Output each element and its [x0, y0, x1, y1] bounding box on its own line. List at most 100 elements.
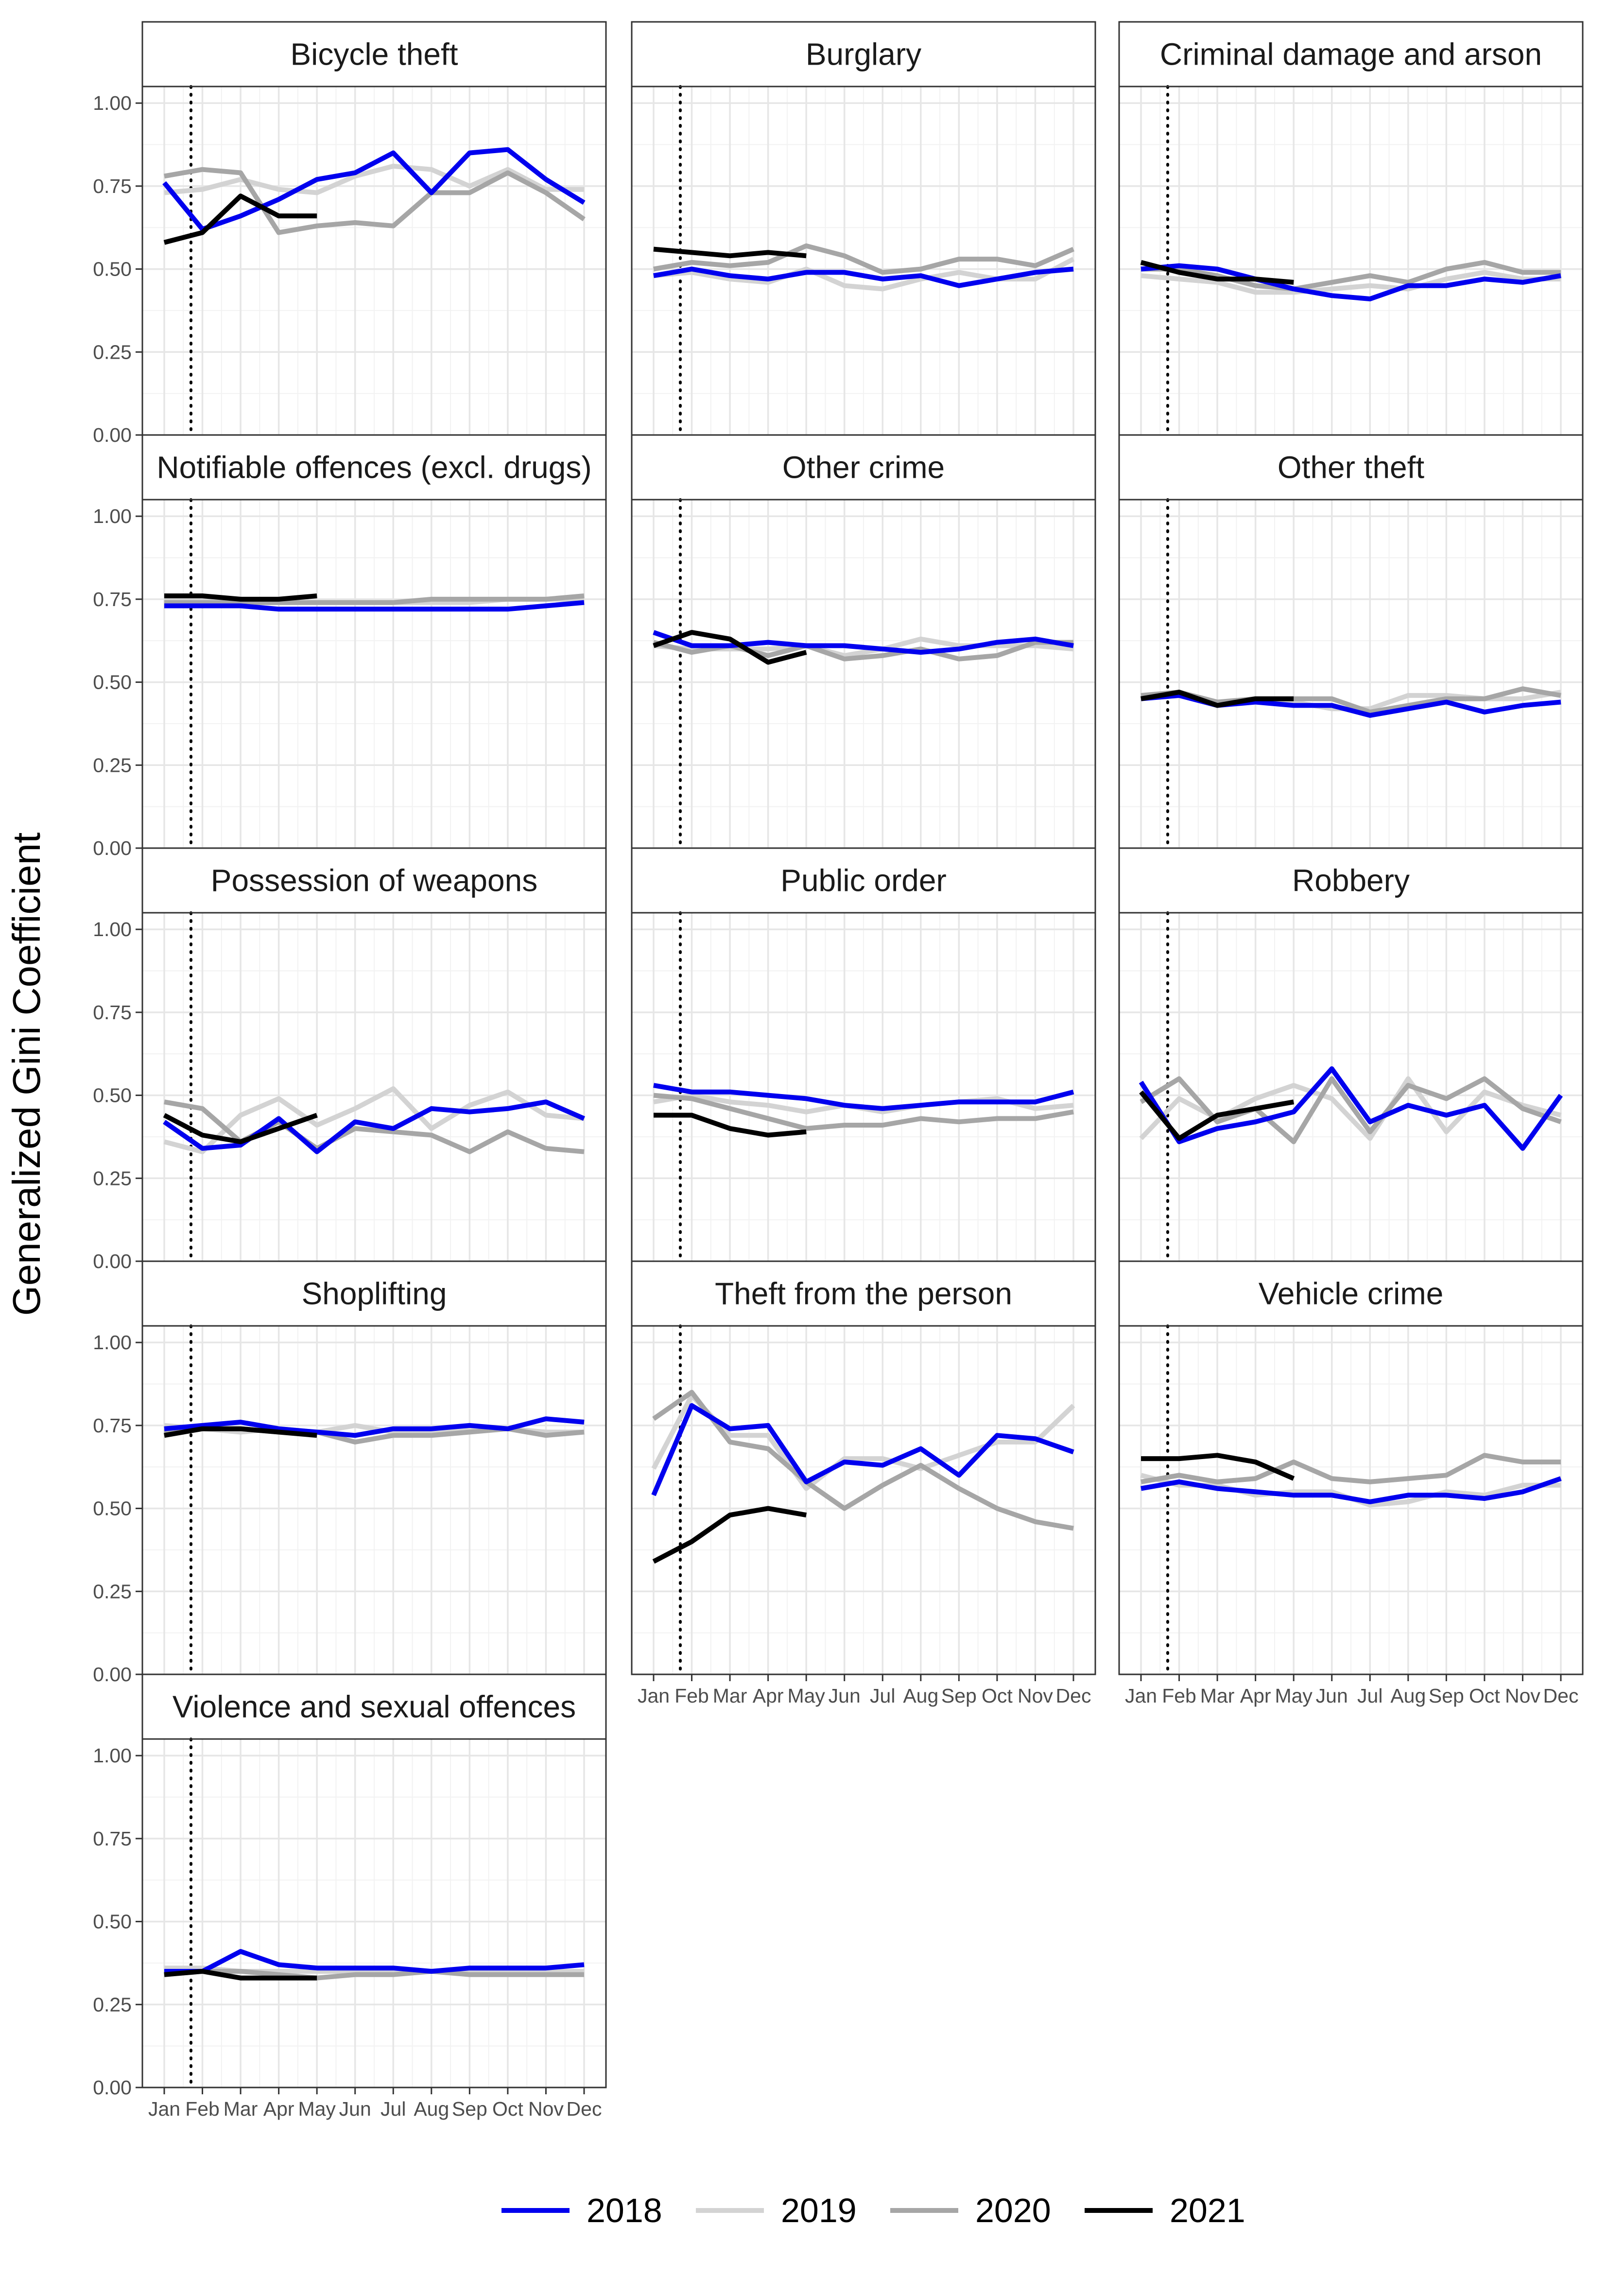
y-tick-label: 0.75: [93, 1414, 132, 1437]
x-tick-label: Jan: [1125, 1685, 1157, 1707]
facet-strip: [631, 1260, 1096, 1327]
legend: 2018 2019 2020 2021: [501, 2192, 1245, 2229]
y-tick-label: 0.00: [93, 1663, 132, 1686]
x-tick-label: Mar: [224, 2098, 258, 2120]
y-tick-label: 0.00: [93, 2076, 132, 2099]
series-line-notifiable-offences-excl-drugs-2021: [164, 593, 317, 602]
x-tick-label: Jul: [870, 1685, 895, 1707]
panel-criminal-damage-and-arson: Criminal damage and arson: [1118, 21, 1584, 436]
y-tick-label: 1.00: [93, 92, 132, 114]
x-tick-label: Nov: [1018, 1685, 1053, 1707]
panel-possession-of-weapons: Possession of weapons 0.00 0.25 0.50 0.75 1.0…: [93, 847, 607, 1272]
panel-border: [631, 1325, 1096, 1675]
y-tick-label: 0.75: [93, 1827, 132, 1850]
x-tick-label: Jul: [1357, 1685, 1382, 1707]
x-tick-label: Dec: [1056, 1685, 1091, 1707]
series-line-criminal-damage-and-arson-2021: [1140, 260, 1294, 285]
facet-strip: [141, 847, 607, 914]
series-line-theft-from-the-person-2021: [652, 1506, 807, 1564]
y-tick-label: 0.50: [93, 1497, 132, 1520]
series-line-public-order-2020: [653, 1093, 1074, 1131]
x-tick-label: Jun: [339, 2098, 371, 2120]
x-tick-label: Aug: [903, 1685, 938, 1707]
x-tick-label: Jan: [638, 1685, 670, 1707]
x-tick-label: Oct: [982, 1685, 1013, 1707]
series-line-bicycle-theft-2021: [163, 193, 317, 245]
facet-strip: [631, 847, 1096, 914]
series-line-possession-of-weapons-2019: [163, 1086, 585, 1154]
facet-title-theft-from-the-person: Theft from the person: [715, 1276, 1012, 1311]
series-line-vehicle-crime-2021: [1141, 1453, 1295, 1481]
x-tick-label: Jan: [148, 2098, 180, 2120]
y-tick-label: 0.00: [93, 424, 132, 446]
y-tick-label: 1.00: [93, 1331, 132, 1354]
series-line-burglary-2021: [653, 246, 807, 259]
y-tick-label: 1.00: [93, 918, 132, 940]
y-tick-label: 0.25: [93, 1580, 132, 1602]
series-line-robbery-2021: [1139, 1090, 1295, 1141]
facet-strip: [631, 434, 1096, 501]
y-tick-label: 0.50: [93, 258, 132, 280]
y-tick-label: 0.75: [93, 175, 132, 197]
x-tick-label: Aug: [414, 2098, 449, 2120]
x-tick-label: Feb: [185, 2098, 220, 2120]
series-line-other-theft-2021: [1140, 690, 1294, 708]
x-tick-label: Oct: [1469, 1685, 1500, 1707]
y-tick-label: 1.00: [93, 505, 132, 527]
series-line-public-order-2018: [653, 1083, 1074, 1111]
facet-strip: [141, 1673, 607, 1740]
x-tick-label: Oct: [492, 2098, 523, 2120]
facet-title-possession-of-weapons: Possession of weapons: [211, 863, 537, 898]
x-tick-label: Feb: [674, 1685, 709, 1707]
x-tick-label: May: [298, 2098, 336, 2120]
series-line-burglary-2020: [653, 243, 1074, 275]
panel-other-theft: Other theft: [1118, 434, 1584, 850]
panel-robbery: Robbery: [1118, 847, 1584, 1263]
y-tick-label: 0.25: [93, 1993, 132, 2016]
facet-strip: [141, 21, 607, 87]
series-line-robbery-2018: [1139, 1066, 1563, 1151]
panel-shoplifting: Shoplifting 0.00 0.25 0.50 0.75 1.00: [93, 1260, 607, 1686]
x-tick-label: May: [1275, 1685, 1313, 1707]
series-line-theft-from-the-person-2020: [652, 1390, 1074, 1531]
x-tick-label: Jun: [829, 1685, 861, 1707]
x-tick-label: Sep: [1429, 1685, 1464, 1707]
facet-title-other-theft: Other theft: [1278, 450, 1425, 485]
series-line-possession-of-weapons-2021: [163, 1113, 318, 1145]
facet-title-robbery: Robbery: [1292, 863, 1410, 898]
facet-title-burglary: Burglary: [806, 37, 921, 72]
panel-vehicle-crime: Vehicle crime Jan Feb Mar Apr May Jun Jul Aug Sep…: [1118, 1260, 1584, 1707]
series-line-violence-and-sexual-offences-2021: [164, 1969, 317, 1981]
legend-label-2021: 2021: [1170, 2192, 1245, 2229]
series-line-other-crime-2018: [653, 630, 1074, 655]
y-tick-label: 0.50: [93, 1084, 132, 1107]
facet-title-shoplifting: Shoplifting: [302, 1276, 447, 1311]
y-tick-label: 0.00: [93, 1250, 132, 1272]
facet-title-notifiable-offences-excl-drugs: Notifiable offences (excl. drugs): [156, 450, 591, 485]
series-line-burglary-2018: [653, 266, 1074, 288]
legend-label-2018: 2018: [587, 2192, 662, 2229]
facet-strip: [631, 21, 1096, 87]
y-tick-label: 0.75: [93, 1001, 132, 1024]
y-tick-label: 0.25: [93, 341, 132, 363]
facet-strip: [1118, 847, 1584, 914]
series-line-bicycle-theft-2019: [164, 163, 584, 195]
facet-strip: [1118, 1260, 1584, 1327]
panel-violence-and-sexual-offences: Violence and sexual offences 0.00 0.25 0.50…: [93, 1673, 607, 2120]
x-tick-label: Aug: [1390, 1685, 1426, 1707]
series-line-other-crime-2021: [653, 630, 807, 665]
x-tick-label: Dec: [567, 2098, 602, 2120]
x-tick-label: Mar: [713, 1685, 747, 1707]
series-line-bicycle-theft-2018: [162, 147, 586, 232]
y-tick-label: 0.75: [93, 588, 132, 610]
x-tick-label: Sep: [452, 2098, 487, 2120]
y-axis-label: Generalized Gini Coefficient: [5, 833, 48, 1316]
facet-title-vehicle-crime: Vehicle crime: [1259, 1276, 1444, 1311]
x-tick-label: Apr: [753, 1685, 784, 1707]
legend-label-2019: 2019: [781, 2192, 857, 2229]
y-tick-label: 0.00: [93, 837, 132, 859]
x-tick-label: Feb: [1162, 1685, 1196, 1707]
series-line-robbery-2020: [1140, 1076, 1562, 1145]
panel-other-crime: Other crime: [631, 434, 1096, 850]
